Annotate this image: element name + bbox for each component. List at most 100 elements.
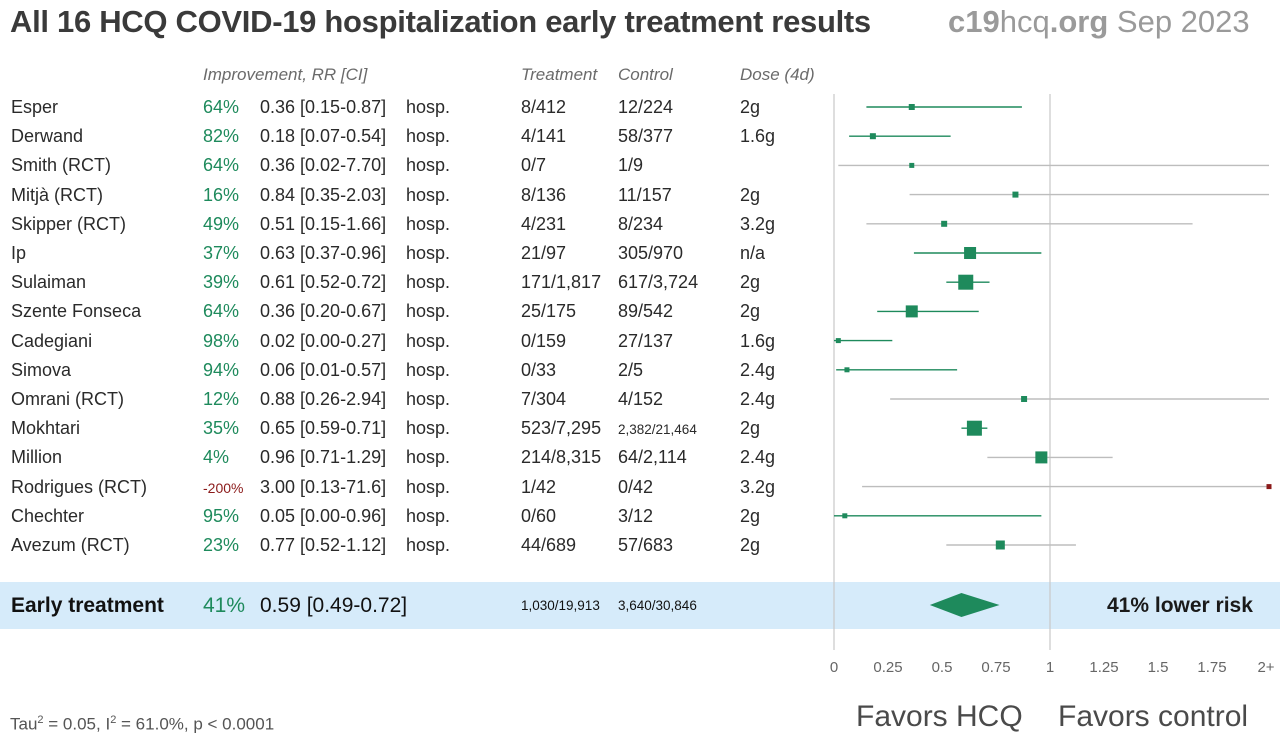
- stats-tau: Tau: [10, 714, 38, 734]
- study-control: 58/377: [618, 126, 674, 147]
- point-estimate: [1035, 451, 1048, 464]
- study-name: Esper: [11, 97, 59, 117]
- brand-date: Sep 2023: [1116, 4, 1250, 39]
- study-outcome: hosp.: [406, 535, 451, 555]
- point-estimate: [844, 367, 850, 373]
- study-treatment: 214/8,315: [521, 447, 602, 468]
- study-control: 57/683: [618, 535, 674, 555]
- point-estimate: [909, 162, 915, 168]
- study-improvement: 95%: [203, 505, 240, 526]
- study-rr: 0.84 [0.35-2.03]: [260, 184, 387, 205]
- study-name: Mitjà (RCT): [11, 184, 103, 205]
- study-name: Ip: [11, 243, 27, 263]
- header-treatment: Treatment: [521, 65, 598, 84]
- point-estimate: [905, 305, 918, 318]
- x-tick-label: 1.75: [1197, 659, 1226, 676]
- summary-treatment: 1,030/19,913: [521, 598, 600, 613]
- study-name: Cadegiani: [11, 330, 93, 351]
- study-treatment: 4/141: [521, 126, 567, 147]
- x-tick-label: 0.5: [932, 659, 953, 676]
- study-control: 3/12: [618, 505, 654, 526]
- study-rr: 0.05 [0.00-0.96]: [260, 505, 387, 526]
- study-dose: 2.4g: [740, 447, 776, 468]
- stats-i-rest: = 61.0%, p < 0.0001: [116, 714, 275, 734]
- stats-tau-rest: = 0.05, I: [43, 714, 111, 734]
- header-dose: Dose (4d): [740, 65, 815, 84]
- study-treatment: 21/97: [521, 243, 567, 263]
- study-name: Smith (RCT): [11, 155, 111, 176]
- study-control: 305/970: [618, 243, 684, 263]
- study-treatment: 1/42: [521, 476, 557, 497]
- study-improvement: 37%: [203, 243, 240, 263]
- study-outcome: hosp.: [406, 301, 451, 322]
- brand-part-3: .org: [1049, 4, 1109, 39]
- study-improvement: 82%: [203, 126, 240, 147]
- study-treatment: 0/60: [521, 505, 557, 526]
- brand-part-2: hcq: [999, 4, 1050, 39]
- study-improvement: 39%: [203, 272, 240, 293]
- study-improvement: 64%: [203, 97, 240, 117]
- stats-i-sup: 2: [110, 714, 117, 726]
- point-estimate: [966, 420, 982, 436]
- study-rr: 3.00 [0.13-71.6]: [260, 476, 387, 497]
- study-improvement: 49%: [203, 213, 240, 234]
- study-outcome: hosp.: [406, 359, 451, 380]
- study-treatment: 171/1,817: [521, 272, 602, 293]
- study-treatment: 8/136: [521, 184, 567, 205]
- x-tick-label: 0.25: [873, 659, 902, 676]
- point-estimate: [958, 274, 974, 290]
- point-estimate: [995, 540, 1005, 550]
- point-estimate: [835, 338, 841, 344]
- x-tick-label: 0.75: [981, 659, 1010, 676]
- point-estimate: [941, 220, 948, 227]
- point-estimate: [908, 104, 915, 110]
- study-control: 1/9: [618, 155, 644, 176]
- study-improvement: 94%: [203, 359, 240, 380]
- heterogeneity-stats: Tau2 = 0.05, I2 = 61.0%, p < 0.0001: [10, 714, 274, 735]
- study-treatment: 0/159: [521, 330, 567, 351]
- brand-part-1: c19: [948, 4, 1000, 39]
- study-name: Derwand: [11, 126, 84, 147]
- study-treatment: 7/304: [521, 389, 567, 409]
- summary-band: [0, 582, 1280, 629]
- study-rr: 0.88 [0.26-2.94]: [260, 389, 387, 409]
- x-tick-label: 2+: [1257, 659, 1274, 676]
- study-name: Rodrigues (RCT): [11, 476, 148, 497]
- study-rr: 0.06 [0.01-0.57]: [260, 359, 387, 380]
- study-improvement: 98%: [203, 330, 240, 351]
- study-rr: 0.77 [0.52-1.12]: [260, 535, 387, 555]
- study-name: Omrani (RCT): [11, 389, 124, 409]
- study-outcome: hosp.: [406, 272, 451, 293]
- point-estimate: [1012, 191, 1019, 198]
- brand-logo: c19hcq.org Sep 2023: [948, 4, 1250, 40]
- study-improvement: -200%: [203, 479, 244, 496]
- study-control: 2,382/21,464: [618, 422, 697, 438]
- study-rr: 0.18 [0.07-0.54]: [260, 126, 387, 147]
- summary-lower-risk: 41% lower risk: [1107, 594, 1253, 617]
- study-dose: 2g: [740, 505, 761, 526]
- x-tick-label: 1.25: [1089, 659, 1118, 676]
- study-dose: 2g: [740, 272, 761, 293]
- study-name: Skipper (RCT): [11, 213, 127, 234]
- study-control: 8/234: [618, 213, 664, 234]
- study-dose: 2g: [740, 184, 761, 205]
- study-dose: 1.6g: [740, 330, 776, 351]
- summary-control: 3,640/30,846: [618, 598, 697, 613]
- stats-tau-sup: 2: [37, 714, 44, 726]
- header-control: Control: [618, 65, 673, 84]
- study-outcome: hosp.: [406, 243, 451, 263]
- study-rr: 0.36 [0.20-0.67]: [260, 301, 387, 322]
- favors-control-label: Favors control: [1058, 700, 1249, 733]
- study-outcome: hosp.: [406, 447, 451, 468]
- study-dose: 3.2g: [740, 476, 776, 497]
- study-control: 4/152: [618, 389, 664, 409]
- study-outcome: hosp.: [406, 126, 451, 147]
- study-outcome: hosp.: [406, 213, 451, 234]
- study-dose: 2g: [740, 97, 761, 117]
- study-control: 0/42: [618, 476, 654, 497]
- study-name: Sulaiman: [11, 272, 87, 293]
- study-outcome: hosp.: [406, 476, 451, 497]
- point-estimate: [869, 133, 876, 140]
- study-treatment: 8/412: [521, 97, 567, 117]
